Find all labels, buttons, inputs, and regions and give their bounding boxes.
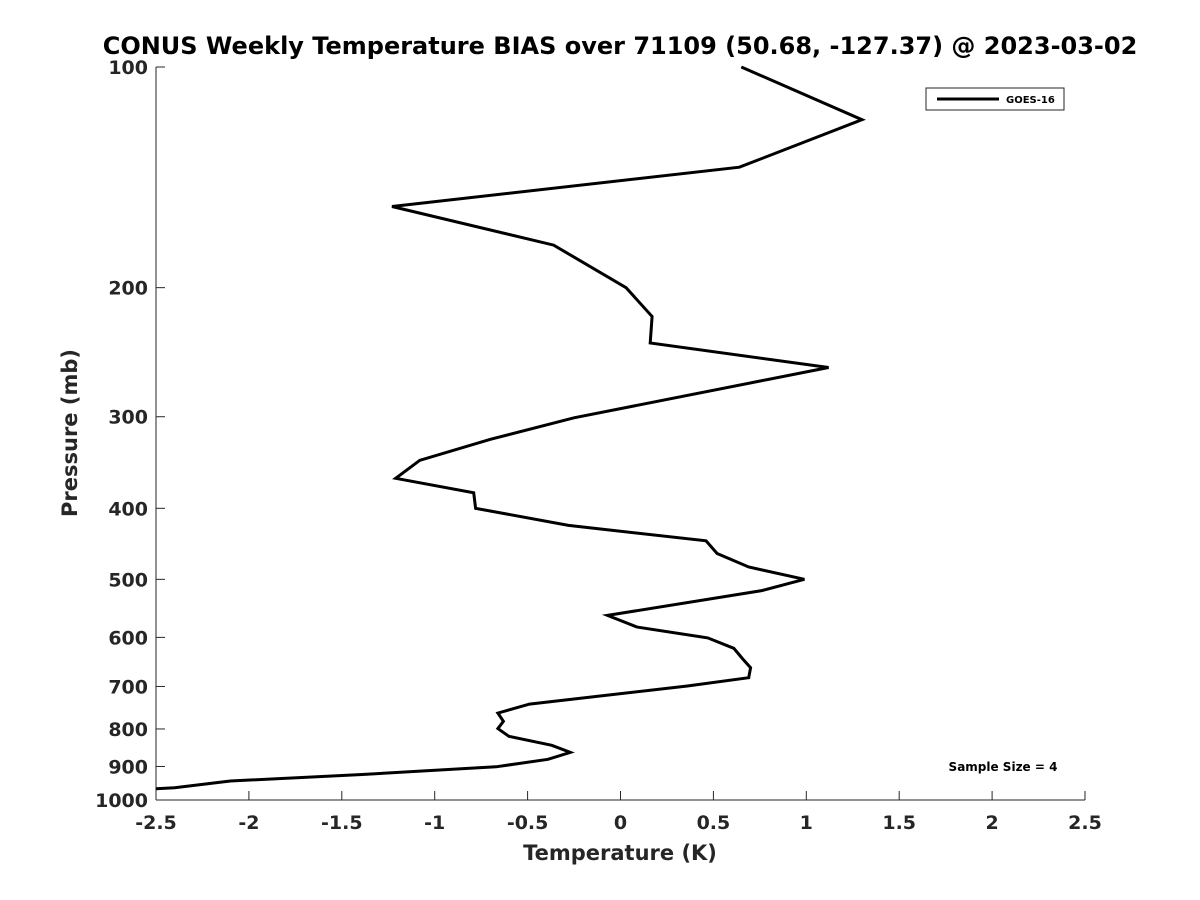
y-tick-label: 700 — [108, 676, 148, 698]
series-line-goes-16 — [155, 65, 866, 791]
y-tick-label: 300 — [108, 407, 148, 429]
x-tick-label: 0.5 — [697, 812, 731, 834]
x-tick-label: -0.5 — [507, 812, 549, 834]
y-tick-label: 200 — [108, 278, 148, 300]
y-tick-label: 800 — [108, 719, 148, 741]
y-tick-label: 900 — [108, 756, 148, 778]
y-tick-label: 100 — [108, 57, 148, 79]
y-tick-label: 400 — [108, 498, 148, 520]
axes: -2.5 -2 -1.5 -1 -0.5 0 0.5 1 1.5 2 2.5 100 200 300 400… — [95, 57, 1102, 834]
x-tick-label: 1 — [800, 812, 813, 834]
legend-entry-goes-16: GOES-16 — [1006, 95, 1055, 106]
x-tick-label: -2.5 — [135, 812, 177, 834]
y-tick-label: 600 — [108, 627, 148, 649]
y-tick-label: 500 — [108, 569, 148, 591]
x-tick-label: 1.5 — [882, 812, 916, 834]
x-tick-label: -1.5 — [321, 812, 363, 834]
x-tick-label: 2.5 — [1068, 812, 1102, 834]
y-axis-label: Pressure (mb) — [58, 349, 82, 517]
x-axis-label: Temperature (K) — [523, 841, 717, 865]
sample-size-annotation: Sample Size = 4 — [949, 760, 1058, 774]
y-tick-label: 1000 — [95, 790, 148, 812]
chart-title: CONUS Weekly Temperature BIAS over 71109… — [103, 32, 1138, 60]
x-tick-label: -1 — [424, 812, 445, 834]
x-tick-label: -2 — [238, 812, 259, 834]
x-tick-label: 2 — [985, 812, 998, 834]
plot-area — [155, 65, 866, 791]
x-tick-label: 0 — [614, 812, 627, 834]
legend: GOES-16 — [925, 87, 1065, 111]
